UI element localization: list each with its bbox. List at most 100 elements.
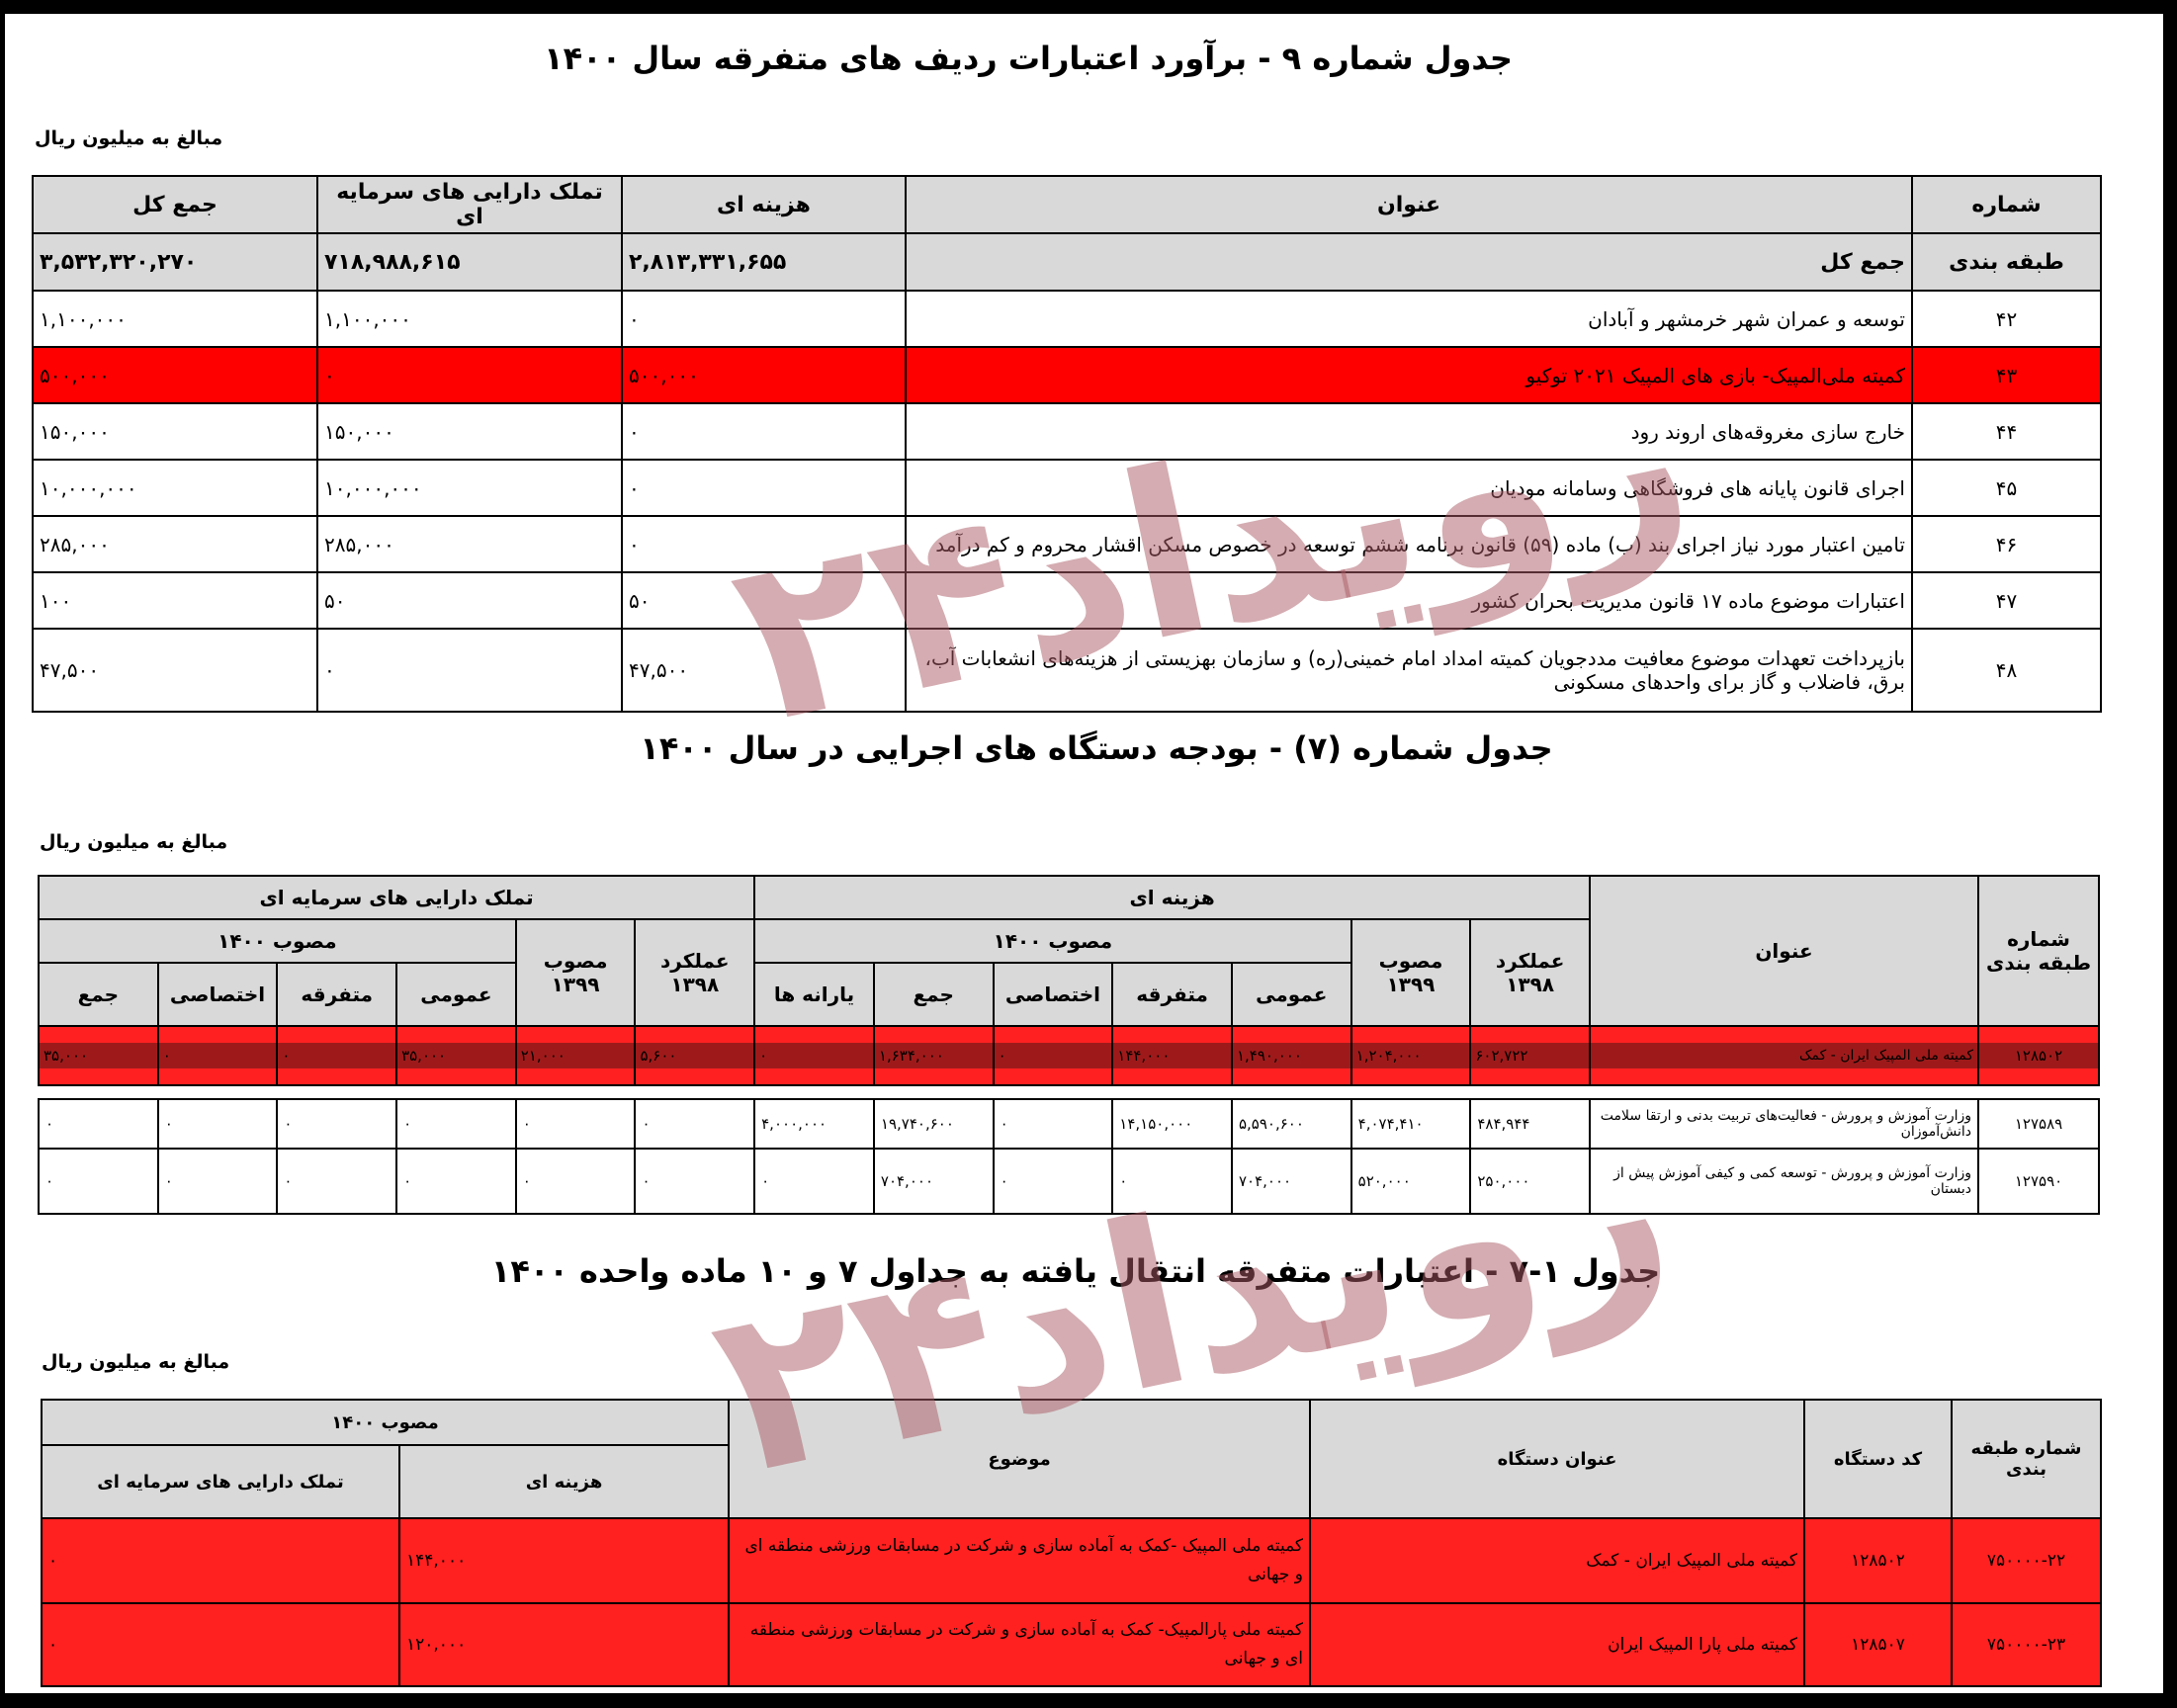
row-number: ۴۵ [1911, 459, 2102, 517]
header-current: هزینه ای [621, 175, 907, 234]
t3-header-agency: عنوان دستگاه [1309, 1399, 1806, 1519]
row-value-text: ۵,۶۰۰ [637, 1043, 753, 1068]
t3-header-number: شماره طبقه بندی [1951, 1399, 2103, 1519]
row-number: ۴۶ [1911, 515, 2102, 573]
row-title: خارج سازی مغروقه‌های اروند رود [905, 402, 1913, 461]
row-value-text: ۲۱,۰۰۰ [517, 1043, 634, 1068]
t2-subheader-current: عمومی [1230, 962, 1352, 1027]
row-value-text: ۶۰۲,۷۲۲ [1472, 1043, 1589, 1068]
t2-header-capital-actual-1398: عملکرد ۱۳۹۸ [634, 918, 756, 1027]
row-number: ۷۵۰۰۰۰-۲۳ [1951, 1602, 2103, 1687]
row-agency: کمیته ملی پارا المپیک ایران [1309, 1602, 1806, 1687]
t2-header-actual-1398: عملکرد ۱۳۹۸ [1469, 918, 1592, 1027]
table-row: ۴۸ بازپرداخت تعهدات موضوع معافیت مددجویان… [32, 628, 2102, 713]
row-value: ۱۴,۱۵۰,۰۰۰ [1111, 1098, 1233, 1150]
row-value: ۷۰۴,۰۰۰ [1230, 1148, 1352, 1215]
row-value: ۱,۲۰۴,۰۰۰ [1350, 1025, 1472, 1086]
header-capital: تملک دارایی های سرمایه ای [316, 175, 623, 234]
summary-total: ۳,۵۳۲,۳۲۰,۲۷۰ [32, 232, 318, 292]
t2-header-capital-approved-1399: مصوب ۱۳۹۹ [514, 918, 637, 1027]
row-capital: ۵۰ [316, 571, 623, 630]
table2: شماره طبقه بندی عنوان هزینه ای تملک دارا… [37, 875, 2101, 1215]
row-title: وزارت آموزش و پرورش - فعالیت‌های تربیت ب… [1589, 1098, 1980, 1150]
row-number: ۴۴ [1911, 402, 2102, 461]
t2-header-capital: تملک دارایی های سرمایه ای [37, 875, 756, 920]
summary-number: طبقه بندی [1911, 232, 2102, 292]
row-value-text: ۱,۶۳۴,۰۰۰ [875, 1043, 992, 1068]
table-row: ۴۲ توسعه و عمران شهر خرمشهر و آبادان ۰ ۱,۱۰… [32, 290, 2102, 348]
row-value: ۳۵,۰۰۰ [38, 1025, 159, 1086]
t3-header-capital: تملک دارایی های سرمایه ای [40, 1444, 401, 1519]
row-value: ۶۰۲,۷۲۲ [1469, 1025, 1592, 1086]
row-value: ۰ [634, 1098, 756, 1150]
row-capital: ۱۰,۰۰۰,۰۰۰ [316, 459, 623, 517]
table-row: ۴۵ اجرای قانون پایانه های فروشگاهی وسامان… [32, 459, 2102, 517]
row-value: ۳۵,۰۰۰ [395, 1025, 517, 1086]
row-value: ۰ [38, 1098, 159, 1150]
row-value: ۲۱,۰۰۰ [514, 1025, 637, 1086]
row-title: اعتبارات موضوع ماده ۱۷ قانون مدیریت بحرا… [905, 571, 1913, 630]
row-value: ۰ [753, 1025, 875, 1086]
row-value-text: ۰ [995, 1043, 1111, 1068]
t2-subheader-current: جمع [872, 962, 995, 1027]
row-current: ۱۲۰,۰۰۰ [398, 1602, 731, 1687]
t2-subheader-capital: اختصاصی [156, 962, 279, 1027]
t2-subheader-capital: جمع [38, 962, 159, 1027]
row-total: ۲۸۵,۰۰۰ [32, 515, 318, 573]
row-value: ۰ [276, 1148, 398, 1215]
header-title: عنوان [905, 175, 1913, 234]
row-total: ۱,۱۰۰,۰۰۰ [32, 290, 318, 348]
row-subject: کمیته ملی پارالمپیک- کمک به آماده سازی و… [728, 1602, 1312, 1687]
summary-capital: ۷۱۸,۹۸۸,۶۱۵ [316, 232, 623, 292]
row-current: ۰ [621, 515, 907, 573]
gap-cell [39, 1084, 2100, 1100]
row-value: ۰ [156, 1098, 279, 1150]
t2-subheader-capital: عمومی [395, 962, 517, 1027]
t3-header-subject: موضوع [728, 1399, 1312, 1519]
table3: شماره طبقه بندی کد دستگاه عنوان دستگاه م… [40, 1399, 2103, 1687]
row-capital: ۰ [316, 346, 623, 404]
frame-border-top [0, 0, 2177, 14]
row-current: ۴۷,۵۰۰ [621, 628, 907, 713]
table1-header-row: شماره عنوان هزینه ای تملک دارایی های سرم… [32, 175, 2102, 234]
table3-unit: مبالغ به میلیون ریال [42, 1351, 230, 1373]
t2-header-current: هزینه ای [753, 875, 1592, 920]
row-number: ۱۲۸۵۰۲ [1977, 1025, 2101, 1086]
row-capital: ۰ [316, 628, 623, 713]
row-value-text: ۰ [159, 1043, 276, 1068]
row-title: وزارت آموزش و پرورش - توسعه کمی و کیفی آ… [1589, 1148, 1980, 1215]
table-row: ۴۶ تامین اعتبار مورد نیاز اجرای بند (ب) م… [32, 515, 2102, 573]
frame-border-left [0, 0, 5, 1708]
t2-header-approved-1400: مصوب ۱۴۰۰ [753, 918, 1352, 964]
frame-border-right [2163, 0, 2177, 1708]
table2-title: جدول شماره (۷) - بودجه دستگاه های اجرایی… [640, 729, 1553, 767]
row-code: ۱۲۸۵۰۷ [1803, 1602, 1954, 1687]
row-value-text: ۳۵,۰۰۰ [398, 1043, 514, 1068]
t3-header-code: کد دستگاه [1803, 1399, 1954, 1519]
table2-unit: مبالغ به میلیون ریال [40, 831, 228, 853]
row-number-text: ۱۲۸۵۰۲ [1980, 1043, 2098, 1068]
t2-header-title: عنوان [1589, 875, 1980, 1027]
row-gap [39, 1084, 2100, 1100]
row-value: ۰ [276, 1025, 398, 1086]
row-code: ۱۲۸۵۰۲ [1803, 1517, 1954, 1604]
row-capital: ۱,۱۰۰,۰۰۰ [316, 290, 623, 348]
row-total: ۱۰۰ [32, 571, 318, 630]
table-row: ۴۷ اعتبارات موضوع ماده ۱۷ قانون مدیریت بح… [32, 571, 2102, 630]
row-number: ۱۲۷۵۸۹ [1977, 1098, 2101, 1150]
row-value-text: ۰ [279, 1043, 395, 1068]
t2-subheader-current: متفرقه [1111, 962, 1233, 1027]
row-total: ۱۵۰,۰۰۰ [32, 402, 318, 461]
table1-unit: مبالغ به میلیون ریال [35, 128, 223, 149]
row-value: ۱,۶۳۴,۰۰۰ [872, 1025, 995, 1086]
row-value-text: ۱,۲۰۴,۰۰۰ [1352, 1043, 1469, 1068]
row-value: ۰ [395, 1098, 517, 1150]
row-capital: ۱۵۰,۰۰۰ [316, 402, 623, 461]
row-current: ۵۰۰,۰۰۰ [621, 346, 907, 404]
row-title: اجرای قانون پایانه های فروشگاهی وسامانه … [905, 459, 1913, 517]
row-value-text: ۰ [756, 1043, 872, 1068]
row-current: ۰ [621, 290, 907, 348]
row-subject: کمیته ملی المپیک -کمک به آماده سازی و شر… [728, 1517, 1312, 1604]
row-current: ۱۴۴,۰۰۰ [398, 1517, 731, 1604]
row-value: ۰ [514, 1098, 637, 1150]
